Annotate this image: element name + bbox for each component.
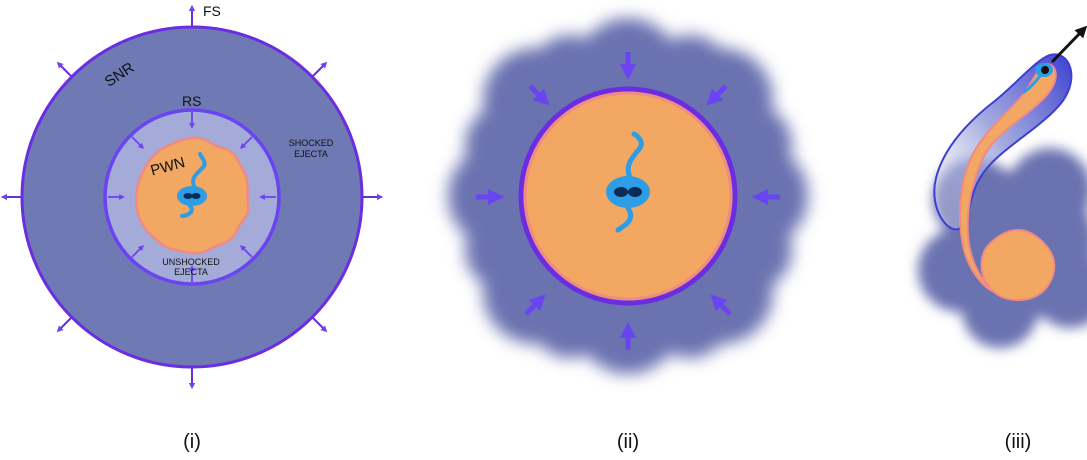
rs-arrow-ur	[239, 136, 253, 150]
comp-arrow-ll	[524, 294, 546, 316]
pulsar-i	[177, 152, 207, 218]
fs-arrow-ul	[56, 61, 73, 78]
pulsar-ii	[606, 131, 650, 233]
fs-arrow-ll	[56, 316, 73, 333]
panel-iii: (iii)	[918, 25, 1087, 453]
pulsar-core-right	[191, 193, 201, 199]
label-unshocked-1: UNSHOCKED	[162, 257, 220, 267]
forward-shock-arrows	[0, 4, 384, 390]
pulsar-core-right	[628, 187, 642, 197]
pulsar-core	[1041, 66, 1049, 74]
caption-iii: (iii)	[1005, 431, 1032, 453]
comp-arrow-lr	[710, 294, 732, 316]
caption-ii: (ii)	[617, 431, 639, 453]
panel-i: FS SNR RS PWN SHOCKED EJECTA UNSHOCKED E…	[0, 3, 384, 453]
fs-arrow-lr	[311, 316, 328, 333]
comp-arrow-ul	[528, 84, 550, 106]
compressed-pwn-edge	[523, 91, 733, 301]
velocity-arrow	[1050, 25, 1087, 64]
pulsar-jet	[1022, 74, 1042, 94]
panel-ii: (ii)	[448, 18, 808, 453]
label-unshocked-2: EJECTA	[174, 267, 208, 277]
caption-i: (i)	[183, 431, 201, 453]
relic-pwn	[980, 228, 1056, 302]
pulsar-iii	[1022, 63, 1053, 94]
rs-arrow-ul	[131, 136, 145, 150]
label-fs: FS	[203, 3, 221, 19]
pulsar-core-left	[614, 187, 628, 197]
pulsar-counterjet	[615, 205, 634, 233]
rs-arrow-ll	[131, 244, 145, 258]
label-shocked-2: EJECTA	[294, 149, 328, 159]
pulsar-jet	[191, 152, 207, 188]
compression-arrows	[476, 52, 780, 350]
fs-arrow-ur	[311, 61, 328, 78]
label-rs: RS	[182, 93, 201, 109]
comp-arrow-ur	[706, 84, 728, 106]
rs-arrow-lr	[239, 244, 253, 258]
pulsar-counterjet	[180, 204, 194, 218]
pulsar-jet	[625, 131, 644, 181]
label-shocked-1: SHOCKED	[289, 138, 334, 148]
reverse-shock-arrows	[108, 112, 276, 282]
pulsar-core-left	[183, 193, 193, 199]
